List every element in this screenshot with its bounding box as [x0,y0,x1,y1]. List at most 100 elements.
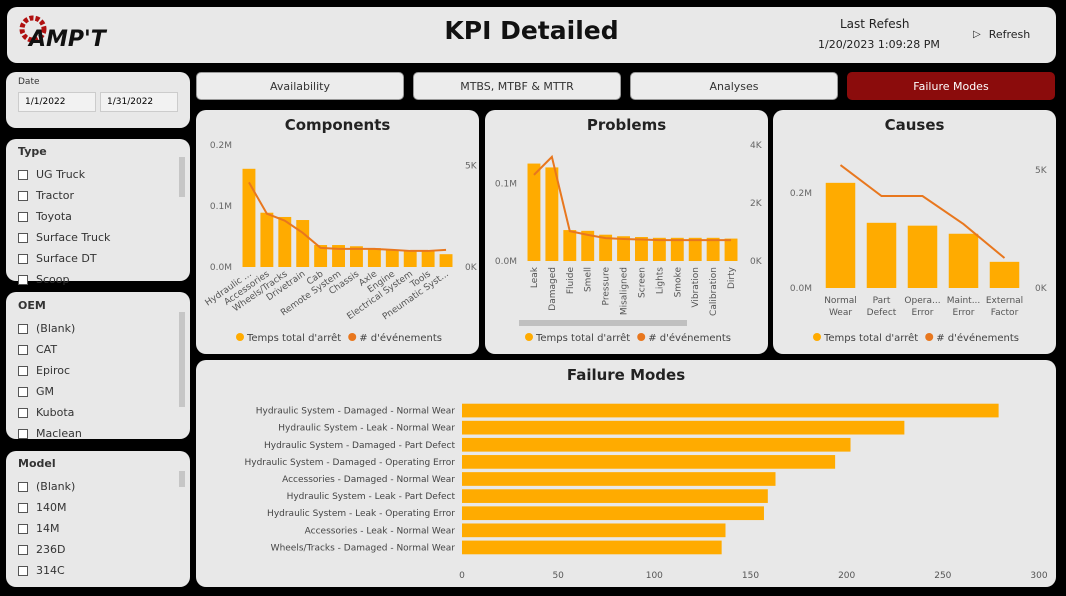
filter-item[interactable]: 14M [18,522,60,535]
x-tick-label: Screen [637,267,647,298]
filter-item[interactable]: Scoop [18,273,69,286]
bar [462,455,836,469]
item-text: 314C [36,564,65,577]
filter-label: Model [18,457,56,470]
y-tick-label: Hydraulic System - Damaged - Operating E… [244,458,455,468]
date-end[interactable]: 1/31/2022 [100,92,178,112]
date-text: 1/31/2022 [107,97,154,107]
checkbox [18,544,28,555]
filter-item[interactable]: Kubota [18,406,74,419]
line [533,154,732,242]
filter-item[interactable]: 236D [18,543,65,556]
filter-item[interactable]: (Blank) [18,480,75,493]
scrollbar[interactable] [179,157,185,197]
logo: AMP'T [29,27,106,52]
bar [462,420,905,435]
legend-label: Temps total d'arrêt [246,332,341,344]
item-text: GM [36,385,55,398]
bar [462,506,764,521]
bar [421,251,435,267]
line [839,164,1006,259]
legend-marker [236,333,244,341]
x-tick-label: 50 [552,571,564,581]
checkbox [18,407,28,418]
checkbox [18,190,28,201]
filter-item[interactable]: Toyota [18,210,72,223]
scrollbar[interactable] [519,320,687,326]
checkbox [18,344,28,355]
y2-tick-label: 5K [465,161,478,171]
y-tick-label: 0.1M [495,180,517,190]
y-tick-label: 0.0M [790,284,812,294]
y2-tick-label: 5K [1035,166,1048,176]
bar [581,230,595,261]
y2-tick-label: 0K [750,257,763,267]
x-tick-label: Lights [655,267,665,294]
legend-label: # d'événements [936,332,1019,344]
checkbox [18,323,28,334]
checkbox [18,428,28,439]
tab[interactable]: Availability [196,72,404,100]
bar [866,222,897,288]
filter-item[interactable]: (Blank) [18,322,75,335]
refresh-button[interactable]: ▷ Refresh [973,28,1031,41]
filter-label: OEM [18,299,46,312]
bar [403,251,417,267]
item-text: Surface DT [36,252,97,265]
date-text: 1/1/2022 [25,97,66,107]
filter-item[interactable]: Tractor [18,189,74,202]
filter-item[interactable]: Surface Truck [18,231,110,244]
bar [652,237,666,261]
y-tick-label: Hydraulic System - Leak - Operating Erro… [267,509,455,519]
bar [439,254,453,267]
x-tick-label: Leak [530,266,540,288]
checkbox [18,365,28,376]
bar [278,216,292,267]
scrollbar[interactable] [179,471,185,487]
y-tick-label: Wheels/Tracks - Damaged - Normal Wear [271,543,456,553]
filter-item[interactable]: Maclean [18,427,82,440]
bar [724,238,738,261]
filter-item[interactable]: 140M [18,501,67,514]
tab[interactable]: Failure Modes [847,72,1055,100]
item-text: Kubota [36,406,75,419]
filter-item[interactable]: 314C [18,564,65,577]
item-text: Epiroc [36,364,71,377]
bar [563,230,577,261]
filter-item[interactable]: CAT [18,343,57,356]
y-tick-label: Accessories - Leak - Normal Wear [305,526,456,536]
item-text: Surface Truck [36,231,111,244]
tab[interactable]: MTBS, MTBF & MTTR [413,72,621,100]
x-tick-label: Maint... Error [946,296,981,318]
model-filter: Model (Blank) 140M 14M 236D 314C [6,451,190,587]
x-tick-label: Normal Wear [824,296,857,318]
bar [462,403,999,418]
x-tick-label: 200 [838,571,855,581]
y-tick-label: Hydraulic System - Damaged - Normal Wear [256,407,456,417]
refresh-text[interactable]: Refresh [988,28,1031,41]
x-tick-label: Vibration [691,267,701,308]
date-start[interactable]: 1/1/2022 [18,92,96,112]
scrollbar[interactable] [179,312,185,407]
refresh-label: Last Refesh [840,17,910,31]
item-text: UG Truck [36,168,86,181]
filter-item[interactable]: Surface DT [18,252,97,265]
bar [706,237,720,261]
bar [948,233,979,288]
y2-tick-label: 2K [750,199,763,209]
checkbox [18,274,28,285]
filter-item[interactable]: Epiroc [18,364,70,377]
legend-marker [925,333,934,341]
x-tick-label: 150 [742,571,759,581]
checkbox [18,169,28,180]
bar [989,261,1020,288]
x-tick-box: Opera... Error [904,296,940,318]
tab[interactable]: Analyses [630,72,838,100]
item-text: Maclean [36,427,82,440]
y-tick-label: Hydraulic System - Damaged - Part Defect [264,441,455,451]
filter-item[interactable]: GM [18,385,54,398]
bar [385,249,399,267]
filter-item[interactable]: UG Truck [18,168,85,181]
x-tick-box: Part Defect [867,296,897,318]
item-text: Toyota [36,210,72,223]
